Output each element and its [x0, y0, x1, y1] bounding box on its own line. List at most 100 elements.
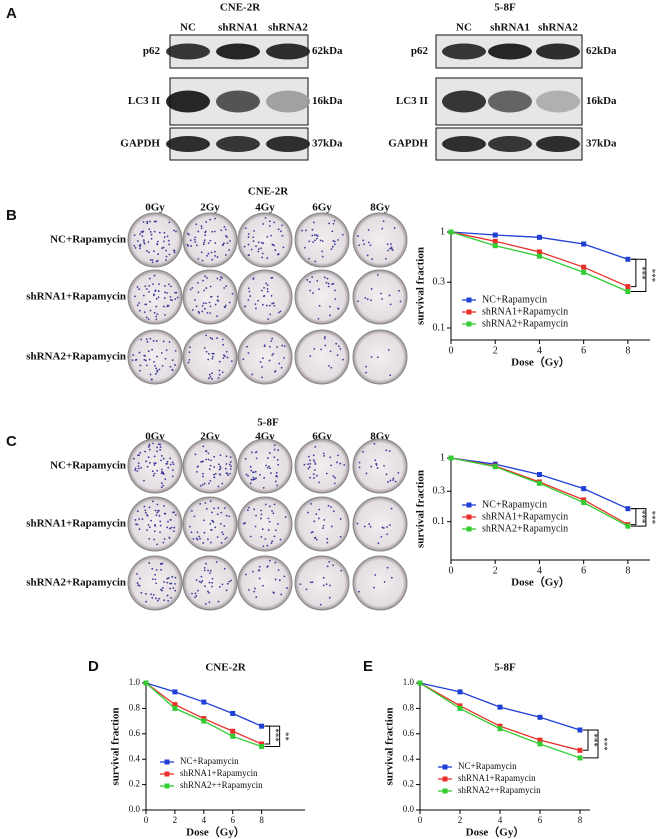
colony [225, 455, 228, 458]
colony [153, 311, 156, 314]
colony [209, 312, 212, 314]
colony [146, 465, 149, 468]
colony [154, 578, 157, 581]
blot-size-label: 62kDa [586, 45, 617, 57]
colony [207, 377, 210, 380]
colony [369, 244, 372, 247]
colony [303, 463, 306, 466]
colony [148, 220, 151, 223]
colony [189, 346, 191, 349]
colony [386, 243, 389, 246]
colony [171, 461, 174, 464]
legend-label: NC+Rapamycin [482, 294, 547, 305]
blot-size-label: 16kDa [312, 95, 343, 107]
colony [218, 369, 221, 372]
colony [367, 241, 370, 244]
colony [366, 254, 369, 257]
lane-label: shRNA2 [538, 22, 578, 34]
colony [207, 358, 210, 361]
colony [247, 299, 250, 301]
colony [314, 445, 317, 448]
colony [165, 249, 168, 252]
colony [167, 239, 170, 242]
colony [132, 354, 135, 357]
y-tick-label: 1 [440, 452, 445, 463]
colony [137, 467, 140, 470]
legend-marker [164, 783, 170, 789]
colony [157, 296, 160, 299]
colony [382, 527, 385, 529]
colony [168, 243, 171, 246]
colony [343, 463, 346, 466]
colony [175, 291, 178, 294]
colony [164, 291, 166, 294]
colony [273, 444, 276, 447]
colony [313, 347, 316, 350]
colony [225, 463, 228, 465]
colony [151, 470, 154, 473]
colony [328, 596, 331, 599]
colony [222, 357, 225, 359]
data-point [625, 523, 631, 529]
colony [153, 274, 156, 277]
colony [144, 450, 147, 453]
colony [307, 511, 309, 514]
colony [276, 346, 278, 348]
data-point [581, 264, 587, 270]
colony [213, 507, 215, 510]
colony [258, 577, 261, 580]
colony [380, 292, 382, 295]
colony [370, 288, 373, 290]
colony [152, 594, 155, 596]
colony [212, 352, 215, 355]
colony [271, 243, 274, 246]
colony [269, 467, 271, 470]
colony [223, 567, 226, 570]
colony [222, 354, 225, 357]
colony [250, 248, 253, 251]
blot-band [166, 90, 210, 113]
colony [210, 295, 213, 298]
colony [333, 240, 336, 243]
data-point [201, 718, 207, 724]
colony [219, 522, 222, 525]
colony [389, 374, 392, 377]
colony [386, 526, 389, 528]
blot-band [536, 90, 580, 113]
colony [154, 462, 157, 465]
colony [273, 535, 276, 538]
colony [200, 227, 203, 230]
colony [309, 581, 312, 584]
colony [373, 442, 376, 445]
colony [168, 341, 171, 343]
x-tick-label: 2 [493, 565, 498, 576]
colony [314, 463, 317, 465]
colony [331, 283, 334, 286]
colony [216, 536, 219, 538]
colony [330, 506, 332, 508]
colony [267, 318, 270, 321]
colony [134, 467, 137, 470]
colony [368, 523, 371, 525]
colony [194, 592, 197, 595]
colony [142, 239, 145, 242]
colony [261, 256, 264, 259]
colony [276, 484, 279, 487]
colony [325, 281, 328, 284]
colony [336, 354, 339, 357]
colony [205, 334, 207, 337]
colony-dish [237, 438, 293, 494]
colony [248, 254, 251, 257]
colony [143, 242, 146, 245]
colony [148, 562, 151, 564]
colony [327, 285, 330, 288]
colony [205, 221, 208, 223]
data-point [537, 737, 543, 743]
colony [186, 243, 189, 246]
colony [153, 360, 155, 363]
sig-bracket [630, 258, 647, 293]
x-tick-label: 8 [578, 815, 583, 825]
colony [139, 245, 141, 248]
colony [276, 458, 279, 461]
